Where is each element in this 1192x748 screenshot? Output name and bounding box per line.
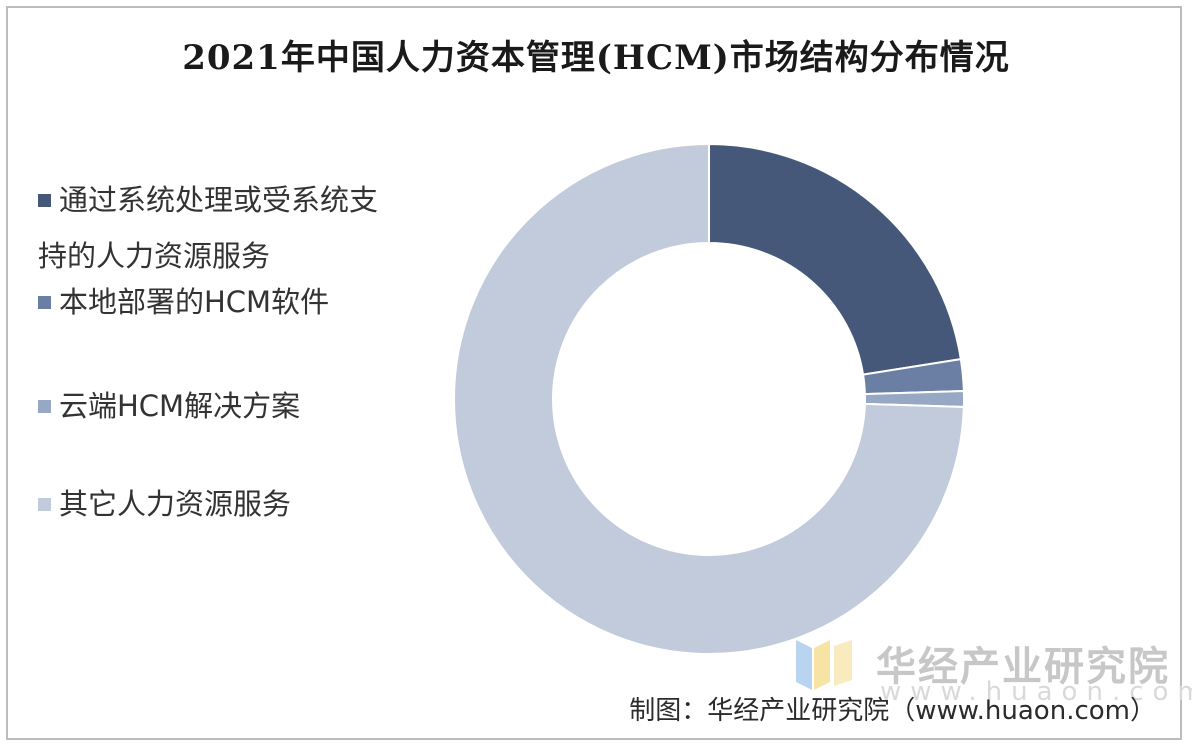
watermark-logo <box>796 640 852 690</box>
legend-label: 通过系统处理或受系统支 <box>59 183 379 217</box>
legend-label: 本地部署的HCM软件 <box>59 285 330 319</box>
legend-swatch <box>38 295 51 309</box>
donut-slices <box>453 142 965 655</box>
chart-title: 2021年中国人力资本管理(HCM)市场结构分布情况 <box>182 38 1010 78</box>
logo-shape-yellow <box>814 640 830 690</box>
watermark-url: www.huaon.com <box>880 677 1192 707</box>
logo-shape-blue <box>796 640 812 690</box>
source-credit: 制图：华经产业研究院（www.huaon.com） <box>629 696 1156 726</box>
watermark-name: 华经产业研究院 <box>876 644 1170 690</box>
legend-item-on-premise-hcm: 本地部署的HCM软件 <box>38 274 329 330</box>
legend-swatch <box>38 399 51 413</box>
legend-label: 持的人力资源服务 <box>38 239 271 273</box>
donut-slice-4 <box>453 142 965 655</box>
legend-swatch <box>38 497 51 511</box>
legend-item-cloud-hcm: 云端HCM解决方案 <box>38 378 300 434</box>
legend-item-system-hr-services: 通过系统处理或受系统支 <box>38 172 378 228</box>
legend-swatch <box>38 193 51 207</box>
donut-slice-1 <box>708 142 963 376</box>
legend-item-system-hr-services-cont: 持的人力资源服务 <box>38 228 270 284</box>
legend-label: 其它人力资源服务 <box>59 487 292 521</box>
legend-item-other-hr-services: 其它人力资源服务 <box>38 476 291 532</box>
logo-shape-yellow-light <box>834 640 852 686</box>
legend-label: 云端HCM解决方案 <box>59 389 301 423</box>
